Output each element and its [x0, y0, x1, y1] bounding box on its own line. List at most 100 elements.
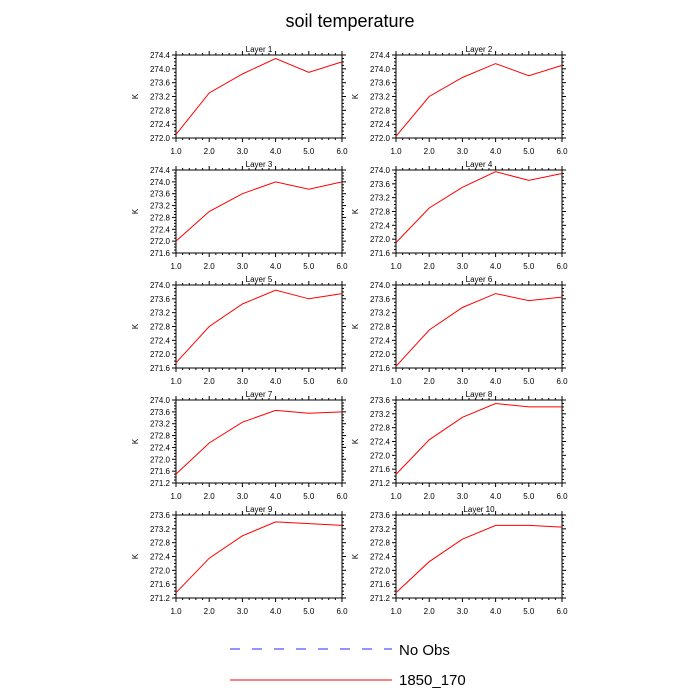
y-axis-label: K	[351, 438, 360, 444]
y-tick-label: 273.6	[370, 396, 391, 405]
y-tick-label: 273.6	[150, 511, 171, 520]
y-tick-label: 272.8	[370, 424, 391, 433]
x-tick-label: 4.0	[270, 377, 282, 386]
x-tick-label: 2.0	[204, 147, 216, 156]
series-line-1850-170	[175, 521, 343, 594]
plot-frame	[175, 54, 343, 139]
panel-layer-9: Layer 9 K 271.2 271.6 272.0 272.4 272.8 273.2 27…	[131, 505, 348, 616]
y-tick-label: 274.4	[150, 166, 171, 175]
y-tick-label: 272.0	[370, 451, 391, 460]
y-tick-label: 274.4	[370, 51, 391, 60]
y-axis-label: K	[351, 323, 360, 329]
y-tick-label: 272.0	[370, 134, 391, 143]
x-tick-label: 6.0	[336, 377, 348, 386]
y-tick-label: 274.4	[150, 51, 171, 60]
series-line-1850-170	[395, 171, 563, 243]
panel-layer-1: Layer 1 K 272.0 272.4 272.8 273.2 273.6 274.0 27…	[131, 45, 348, 156]
x-tick-label: 3.0	[237, 492, 249, 501]
y-tick-label: 271.6	[370, 580, 391, 589]
y-tick-label: 272.4	[370, 438, 391, 447]
y-tick-label: 271.6	[150, 249, 171, 258]
panel-layer-10: Layer 10 K 271.2 271.6 272.0 272.4 272.8 273.2 2…	[351, 505, 568, 616]
series-line-1850-170	[395, 63, 563, 137]
x-tick-label: 2.0	[424, 262, 436, 271]
y-tick-label: 273.2	[150, 420, 171, 429]
y-tick-label: 272.4	[370, 553, 391, 562]
y-tick-label: 271.6	[150, 580, 171, 589]
x-tick-label: 2.0	[424, 492, 436, 501]
y-tick-label: 273.6	[150, 295, 171, 304]
y-tick-label: 272.0	[150, 455, 171, 464]
panel-title: Layer 10	[463, 505, 495, 514]
y-axis-label: K	[131, 553, 140, 559]
y-tick-label: 274.0	[150, 396, 171, 405]
panel-layer-7: Layer 7 K 271.2 271.6 272.0 272.4 272.8 273.2 27…	[131, 390, 348, 501]
legend: No Obs 1850_170	[230, 642, 466, 689]
x-tick-label: 4.0	[490, 377, 502, 386]
y-tick-label: 272.4	[150, 120, 171, 129]
x-tick-label: 6.0	[556, 377, 568, 386]
x-tick-label: 4.0	[270, 147, 282, 156]
x-tick-label: 1.0	[170, 607, 182, 616]
x-tick-label: 4.0	[270, 492, 282, 501]
y-tick-label: 272.8	[370, 208, 391, 217]
x-tick-label: 3.0	[457, 377, 469, 386]
y-tick-label: 274.0	[370, 166, 391, 175]
y-tick-label: 271.2	[150, 594, 171, 603]
x-tick-label: 3.0	[237, 607, 249, 616]
y-tick-label: 272.8	[150, 106, 171, 115]
y-tick-label: 272.8	[150, 432, 171, 441]
y-tick-label: 272.4	[370, 120, 391, 129]
panel-layer-6: Layer 6 K 271.6 272.0 272.4 272.8 273.2 273.6 27…	[351, 275, 568, 386]
y-tick-label: 272.0	[150, 566, 171, 575]
y-tick-label: 273.6	[370, 180, 391, 189]
y-tick-label: 272.0	[370, 350, 391, 359]
series-line-1850-170	[175, 409, 343, 475]
x-tick-label: 1.0	[390, 147, 402, 156]
y-axis-label: K	[131, 438, 140, 444]
x-tick-label: 6.0	[336, 492, 348, 501]
legend-label-1850-170: 1850_170	[399, 672, 466, 689]
x-tick-label: 1.0	[170, 147, 182, 156]
y-tick-label: 273.6	[370, 79, 391, 88]
panel-title: Layer 7	[246, 390, 273, 399]
x-tick-label: 6.0	[556, 607, 568, 616]
y-tick-label: 272.8	[370, 539, 391, 548]
x-tick-label: 1.0	[170, 377, 182, 386]
series-line-1850-170	[395, 524, 563, 594]
series-line-1850-170	[395, 402, 562, 475]
y-tick-label: 273.6	[150, 408, 171, 417]
y-tick-label: 271.6	[150, 467, 171, 476]
y-tick-label: 273.2	[150, 93, 171, 102]
y-tick-label: 273.6	[370, 295, 391, 304]
plot-frame	[175, 169, 343, 254]
x-tick-label: 5.0	[303, 607, 315, 616]
x-tick-label: 2.0	[204, 262, 216, 271]
y-tick-label: 273.2	[370, 309, 391, 318]
y-tick-label: 271.2	[150, 479, 171, 488]
panel-title: Layer 1	[246, 45, 273, 54]
panel-title: Layer 2	[466, 45, 493, 54]
x-tick-label: 2.0	[204, 492, 216, 501]
y-tick-label: 273.2	[370, 194, 391, 203]
x-tick-label: 5.0	[523, 492, 535, 501]
panel-title: Layer 3	[246, 160, 273, 169]
x-tick-label: 5.0	[303, 377, 315, 386]
x-tick-label: 3.0	[457, 492, 469, 501]
plot-frame	[395, 399, 563, 484]
x-tick-label: 3.0	[237, 377, 249, 386]
y-tick-label: 273.2	[370, 525, 391, 534]
y-tick-label: 274.0	[370, 281, 391, 290]
y-axis-label: K	[131, 323, 140, 329]
y-tick-label: 271.6	[370, 249, 391, 258]
y-tick-label: 272.4	[150, 225, 171, 234]
y-tick-label: 272.8	[150, 323, 171, 332]
x-tick-label: 2.0	[204, 607, 216, 616]
x-tick-label: 1.0	[170, 262, 182, 271]
x-tick-label: 2.0	[204, 377, 216, 386]
y-tick-label: 272.0	[370, 235, 391, 244]
panel-layer-5: Layer 5 K 271.6 272.0 272.4 272.8 273.2 273.6 27…	[131, 275, 348, 386]
y-tick-label: 274.0	[150, 178, 171, 187]
y-tick-label: 272.0	[150, 350, 171, 359]
